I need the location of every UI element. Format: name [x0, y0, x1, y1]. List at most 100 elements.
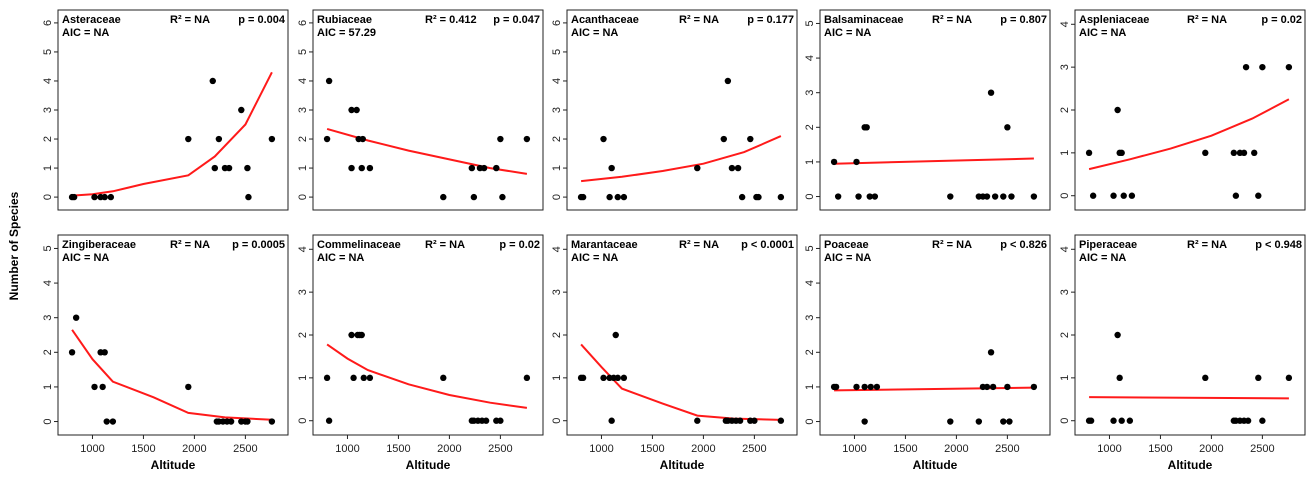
panel-piperaceae: 0 1 2 3 4 1000 1500 2000 2500 Piperaceae R² = NA p … [1059, 234, 1306, 472]
aic-value: AIC = NA [1079, 252, 1126, 264]
y-tick-label: 0 [1059, 418, 1071, 424]
data-point [348, 331, 355, 339]
data-point [109, 418, 117, 425]
data-point [185, 383, 192, 391]
data-point [1244, 417, 1252, 424]
data-point [751, 417, 758, 424]
data-point [215, 135, 223, 143]
data-point [107, 193, 115, 201]
data-point [497, 417, 504, 424]
plot-frame [312, 9, 544, 211]
y-tick-label: 3 [1059, 289, 1071, 295]
fitted-curve [71, 329, 272, 421]
aic-value: AIC = 57.29 [317, 27, 376, 39]
x-tick-label: 2500 [742, 443, 766, 455]
p-value: p = 0.004 [238, 14, 286, 26]
plot-frame [819, 234, 1051, 436]
y-tick-label: 4 [551, 78, 563, 84]
data-point [861, 383, 868, 391]
aic-value: AIC = NA [62, 252, 109, 264]
data-point [863, 124, 870, 131]
data-point [91, 383, 98, 391]
p-value: p = 0.02 [1261, 14, 1302, 26]
data-point [1116, 374, 1123, 382]
family-name: Piperaceae [1079, 239, 1137, 251]
y-tick-label: 4 [297, 246, 309, 252]
data-point [777, 417, 785, 424]
y-tick-label: 2 [551, 136, 563, 142]
data-point [855, 193, 862, 200]
family-name: Zingiberaceae [62, 239, 136, 251]
panel-balsaminaceae: 0 1 2 3 4 5 Balsaminaceae R² = NA p = 0.807 AIC =… [804, 9, 1051, 211]
y-tick-label: 3 [804, 315, 816, 321]
data-point [989, 383, 997, 391]
r-squared: R² = NA [1187, 239, 1227, 251]
plot-frame [1074, 234, 1306, 436]
data-point [694, 164, 701, 172]
data-point [103, 418, 110, 425]
data-point [101, 349, 108, 356]
p-value: p < 0.948 [1255, 239, 1302, 251]
data-point [1202, 149, 1209, 157]
data-point [268, 418, 276, 425]
y-tick-label: 3 [42, 107, 54, 113]
x-axis-label: Altitude [913, 458, 958, 472]
data-point [211, 164, 218, 172]
x-axis-label: Altitude [1168, 458, 1213, 472]
data-point [871, 193, 879, 200]
plot-frame [566, 9, 798, 211]
y-tick-label: 1 [42, 384, 54, 390]
x-tick-label: 2000 [437, 443, 461, 455]
family-name: Commelinaceae [317, 239, 401, 251]
data-point [728, 164, 736, 172]
y-tick-label: 4 [551, 246, 563, 252]
y-tick-label: 6 [42, 20, 54, 26]
data-point [861, 418, 868, 425]
data-point [736, 417, 744, 424]
panel-rubiaceae: 0 1 2 3 4 5 6 Rubiaceae R² = 0.412 p = 0.047 AIC =… [297, 9, 544, 211]
r-squared: R² = NA [679, 239, 719, 251]
data-point [853, 383, 860, 391]
data-point [225, 164, 233, 172]
x-tick-label: 1000 [842, 443, 866, 455]
data-point [348, 106, 355, 114]
family-name: Asteraceae [62, 14, 121, 26]
y-tick-label: 2 [804, 124, 816, 130]
data-point [1232, 192, 1240, 199]
data-point [244, 164, 251, 172]
y-tick-label: 6 [551, 20, 563, 26]
data-point [832, 383, 840, 391]
data-point [991, 193, 999, 200]
y-tick-label: 2 [551, 332, 563, 338]
data-point [91, 193, 98, 201]
data-point [1255, 192, 1262, 199]
data-point [614, 193, 621, 201]
data-point [614, 374, 621, 382]
y-tick-label: 5 [804, 20, 816, 26]
fitted-curve [326, 343, 528, 409]
y-tick-label: 1 [297, 165, 309, 171]
data-point [1085, 149, 1093, 157]
data-point [72, 314, 80, 321]
data-point [873, 383, 881, 391]
y-tick-label: 1 [551, 375, 563, 381]
aic-value: AIC = NA [824, 252, 871, 264]
data-point [523, 135, 531, 143]
y-tick-label: 6 [297, 20, 309, 26]
data-point [947, 193, 954, 200]
aic-value: AIC = NA [1079, 27, 1126, 39]
data-point [1000, 418, 1007, 425]
data-point [694, 417, 701, 424]
data-point [853, 158, 860, 166]
aic-value: AIC = NA [571, 27, 618, 39]
y-tick-label: 2 [1059, 332, 1071, 338]
data-point [1242, 63, 1250, 71]
data-point [1004, 124, 1011, 131]
data-point [1089, 192, 1097, 199]
x-tick-label: 2500 [995, 443, 1019, 455]
y-tick-label: 0 [297, 418, 309, 424]
fitted-curve [834, 157, 1034, 165]
r-squared: R² = NA [679, 14, 719, 26]
panel-acanthaceae: 0 1 2 3 4 5 6 Acanthaceae R² = NA p = 0.177 AIC = … [551, 9, 798, 211]
data-point [1110, 417, 1117, 424]
